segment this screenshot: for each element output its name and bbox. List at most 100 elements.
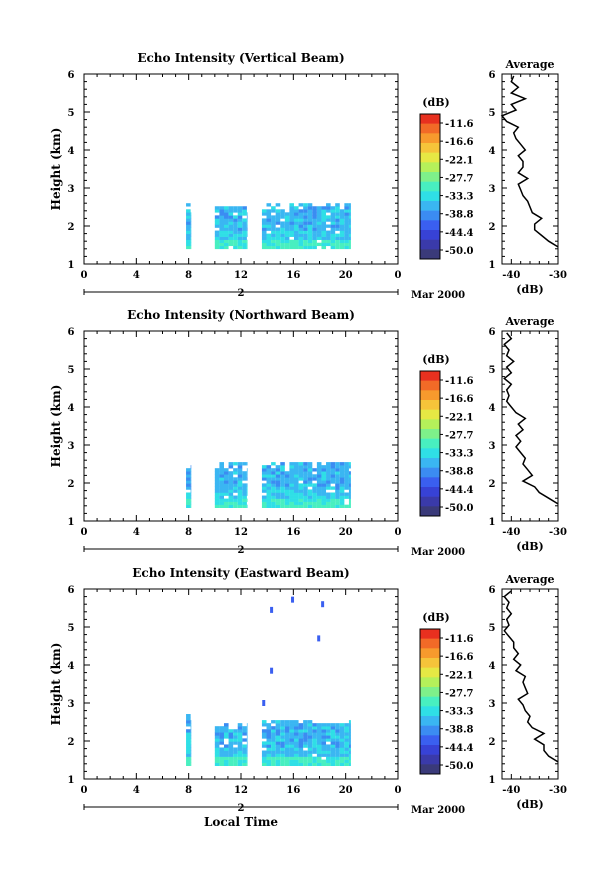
echo-cell: [261, 504, 267, 508]
average-frame: [501, 588, 559, 780]
echo-cell: [307, 729, 313, 733]
echo-cell: [223, 753, 229, 757]
echo-cell: [242, 233, 247, 237]
echo-cell: [293, 759, 299, 763]
echo-cell: [335, 471, 340, 475]
echo-cell: [246, 233, 248, 237]
echo-cell: [293, 474, 299, 478]
echo-cell: [219, 501, 224, 505]
echo-cell: [223, 242, 229, 247]
echo-cell: [214, 744, 220, 748]
echo-cell: [284, 230, 290, 234]
echo-cell: [271, 230, 276, 234]
echo-cell: [326, 504, 331, 508]
average-y-tick-label: 1: [489, 517, 496, 528]
echo-cell: [214, 474, 220, 478]
echo-cell: [303, 744, 308, 748]
echo-cell: [190, 227, 192, 231]
x-tick-label: 12: [234, 785, 248, 796]
echo-cell: [339, 224, 345, 228]
echo-cell: [271, 209, 276, 213]
echo-cell: [293, 242, 299, 247]
echo-cell: [321, 723, 327, 727]
echo-cell: [190, 723, 192, 727]
echo-cell: [261, 221, 267, 225]
echo-cell: [186, 209, 191, 213]
echo-cell: [307, 498, 313, 502]
echo-cell: [219, 498, 224, 502]
echo-cell: [298, 471, 304, 475]
echo-cell: [339, 486, 345, 490]
echo-cell: [321, 744, 327, 748]
echo-cell: [348, 239, 351, 244]
echo-cell: [284, 729, 290, 733]
echo-cell: [275, 501, 281, 505]
echo-cell: [271, 501, 276, 505]
echo-cell: [348, 462, 351, 466]
echo-cell: [233, 732, 238, 736]
echo-cell: [266, 729, 272, 733]
echo-cell: [233, 206, 238, 210]
echo-cell: [271, 468, 276, 472]
echo-cell: [284, 492, 290, 496]
panel-3: Echo Intensity (Eastward Beam) Height (km…: [49, 566, 567, 829]
echo-cell: [339, 723, 345, 727]
echo-cell: [312, 242, 317, 247]
echo-cell: [339, 726, 345, 730]
echo-cell: [237, 224, 243, 228]
echo-cell: [316, 744, 322, 748]
echo-cell: [348, 723, 351, 727]
echo-cell: [186, 729, 191, 733]
echo-cell: [326, 726, 331, 730]
echo-cell: [242, 732, 247, 736]
colorbar-swatch: [420, 181, 440, 192]
echo-cell: [312, 759, 317, 763]
echo-cell: [307, 492, 313, 496]
echo-cell: [293, 471, 299, 475]
echo-cell: [284, 236, 290, 240]
echo-cell: [335, 762, 340, 766]
echo-cell: [344, 245, 349, 250]
echo-cell: [312, 209, 317, 213]
echo-cell: [312, 762, 317, 766]
colorbar-swatch: [420, 448, 440, 459]
echo-cell: [246, 215, 248, 219]
echo-cell: [344, 738, 349, 742]
echo-cell: [339, 741, 345, 745]
echo-cell: [266, 224, 272, 228]
echo-cell: [233, 218, 238, 222]
echo-cell: [321, 735, 327, 739]
y-tick-label: 5: [68, 365, 75, 376]
echo-cell: [303, 486, 308, 490]
echo-cell: [261, 236, 267, 240]
echo-cell: [237, 495, 243, 499]
echo-cell: [233, 468, 238, 472]
x-tick-label: 8: [185, 270, 192, 281]
echo-cell: [275, 723, 281, 727]
x-axis-label: Local Time: [204, 815, 278, 829]
echo-cell: [321, 206, 327, 210]
echo-cell: [326, 747, 331, 751]
echo-cell: [303, 504, 308, 508]
echo-cell: [266, 732, 272, 736]
echo-cell: [312, 215, 317, 219]
echo-cell: [344, 462, 349, 466]
echo-cell: [335, 462, 340, 466]
echo-cell: [339, 498, 345, 502]
echo-cell: [330, 212, 336, 216]
echo-cell: [186, 495, 191, 499]
echo-block: [186, 714, 192, 766]
echo-cell: [237, 477, 243, 481]
echo-cell: [348, 227, 351, 231]
colorbar-frame: [419, 113, 441, 260]
echo-cell: [348, 230, 351, 234]
echo-cell: [261, 218, 267, 222]
echo-cell: [242, 738, 247, 742]
echo-cell: [261, 465, 267, 469]
day-label: 2: [238, 803, 245, 814]
y-tick-label: 3: [68, 184, 75, 195]
echo-cell: [223, 744, 229, 748]
colorbar-swatch: [420, 677, 440, 688]
echo-cell: [219, 477, 224, 481]
echo-cell: [246, 483, 248, 487]
